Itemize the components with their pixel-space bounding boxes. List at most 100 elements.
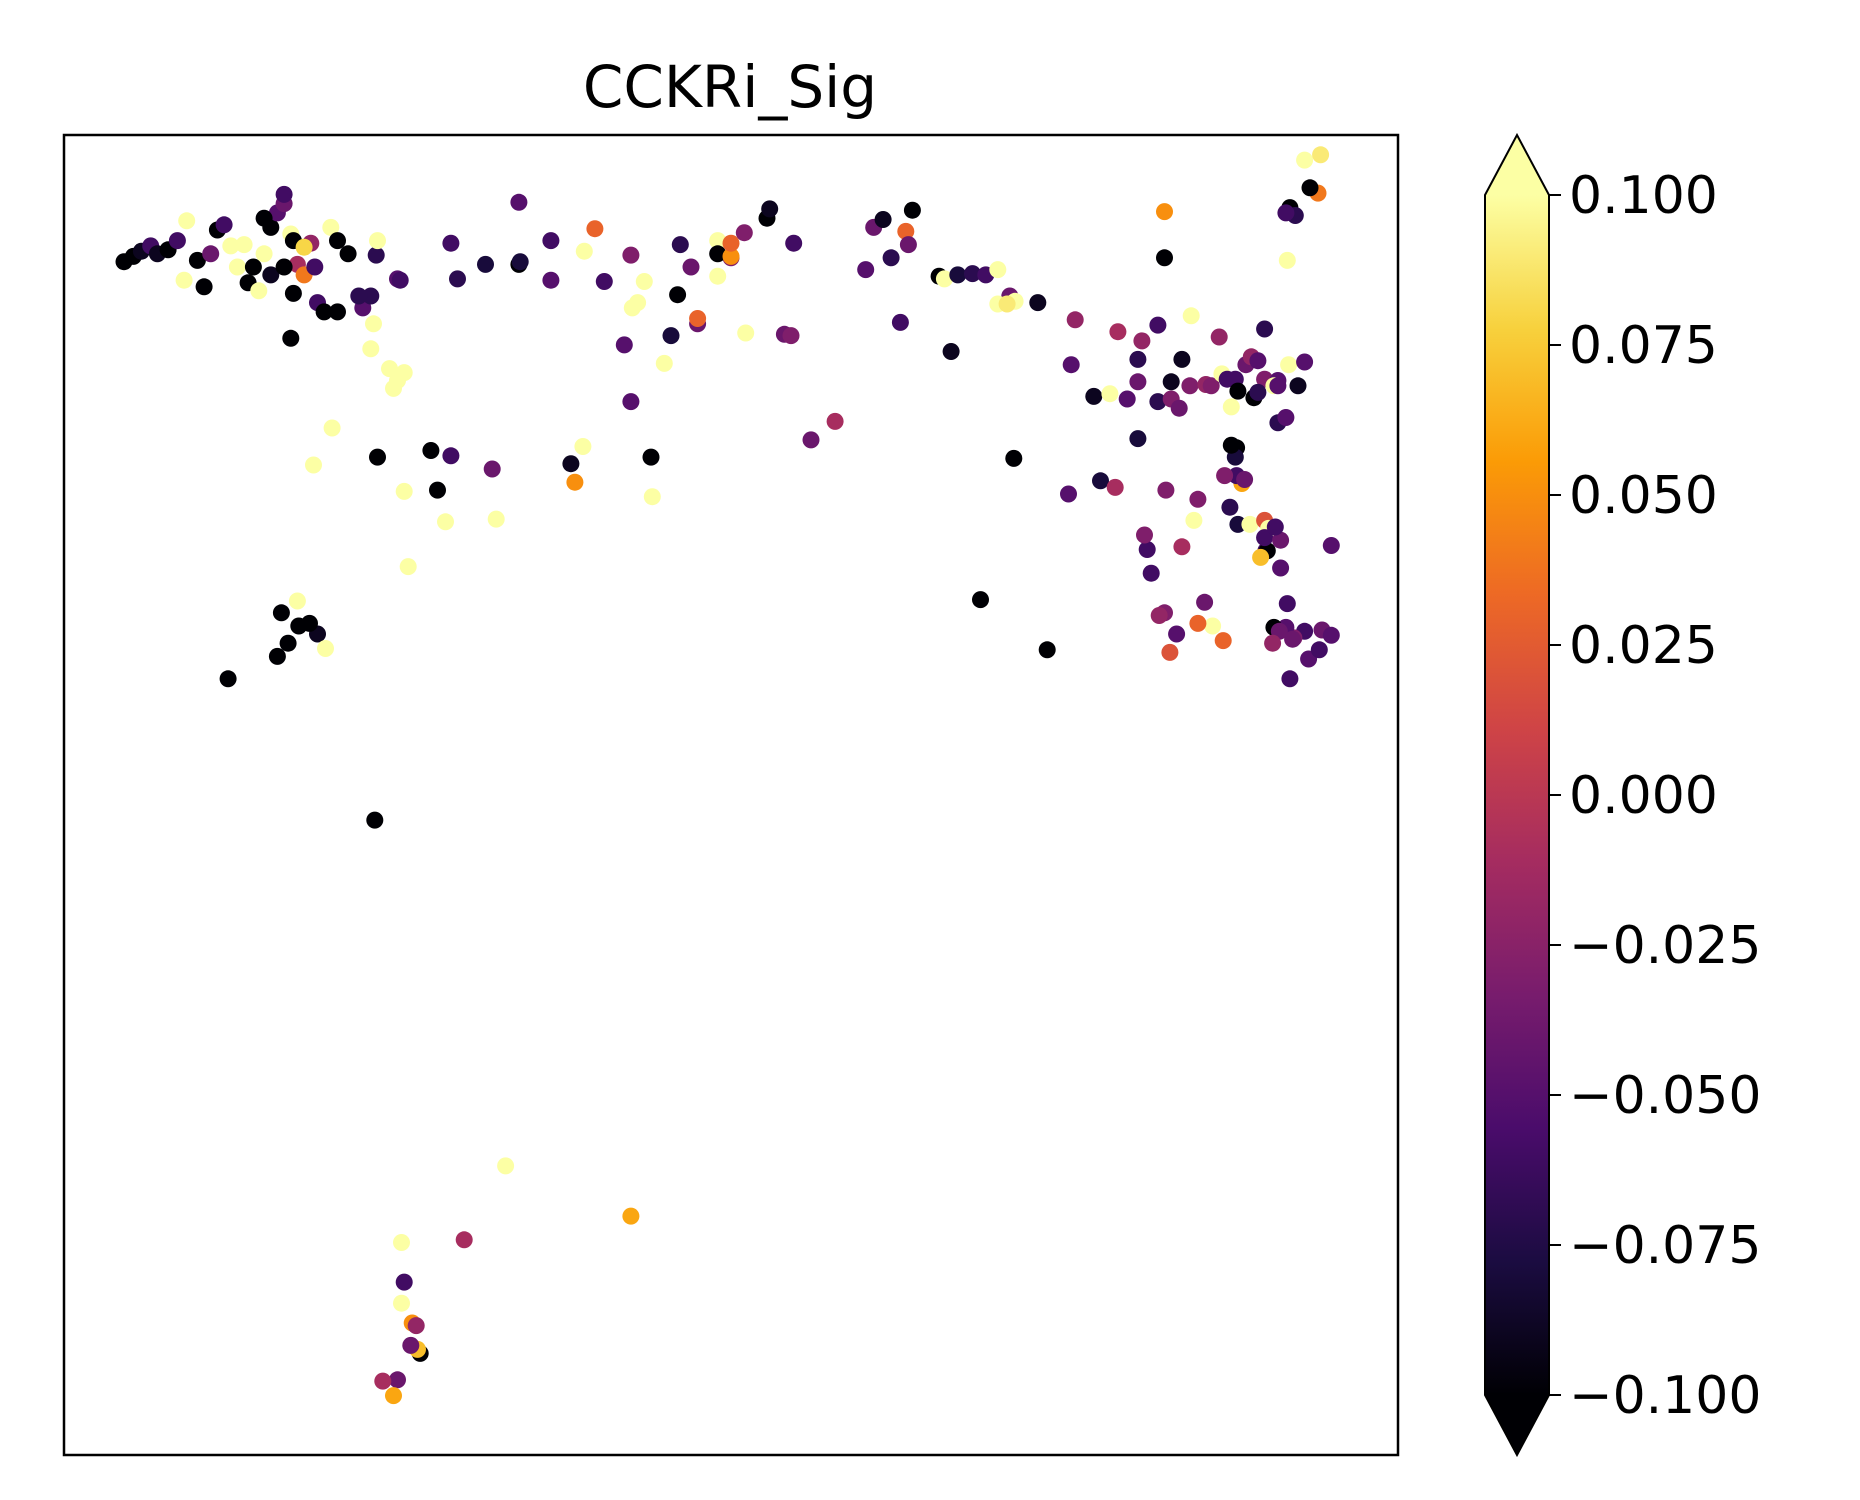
scatter-point [365,315,382,333]
scatter-point [643,488,661,506]
scatter-point [964,265,981,283]
scatter-point [1222,436,1240,454]
scatter-point [1168,625,1186,643]
scatter-point [329,303,346,321]
colorbar-tick-label: 0.075 [1569,316,1718,376]
colorbar-tick-label: −0.050 [1569,1066,1761,1126]
scatter-point [1284,630,1302,648]
scatter-point [1162,373,1180,391]
scatter-point [1272,531,1290,549]
scatter-point [268,647,286,665]
scatter-point [1149,393,1167,411]
scatter-point [635,273,653,290]
scatter-point [367,246,385,264]
scatter-point [1222,398,1240,416]
colorbar-tick-label: 0.000 [1569,766,1718,826]
scatter-point [1210,328,1228,346]
scatter-point [250,282,268,300]
scatter-point [178,212,196,230]
scatter-point [1062,356,1080,374]
scatter-point [402,1336,420,1354]
scatter-point [1156,249,1173,267]
scatter-point [595,273,613,290]
scatter-point [682,258,700,276]
scatter-point [1060,485,1077,503]
scatter-point [689,310,707,327]
scatter-point [1157,481,1175,499]
scatter-point [737,324,755,342]
scatter-point [629,294,647,312]
chart-title: CCKRi_Sig [583,53,877,121]
scatter-point [1066,311,1084,329]
scatter-point [642,448,660,466]
scatter-point [510,193,528,211]
scatter-point [622,393,640,411]
scatter-point [1281,670,1299,688]
scatter-point [1322,626,1340,644]
scatter-point [942,343,960,360]
scatter-point [407,1317,425,1335]
scatter-point [282,329,300,347]
scatter-point [566,473,584,491]
scatter-point [998,295,1016,313]
scatter-point [455,1231,473,1249]
scatter-point [1322,537,1340,554]
colorbar-tick-label: 0.025 [1569,616,1718,676]
scatter-point [429,481,446,499]
scatter-point [1156,203,1173,221]
scatter-point [562,455,580,473]
scatter-point [497,1157,515,1175]
scatter-point [1296,353,1314,371]
scatter-point [255,209,273,227]
scatter-point [972,591,989,609]
scatter-point [399,558,417,576]
scatter-point [1277,204,1295,222]
colorbar-tick-label: 0.050 [1569,466,1718,526]
scatter-point [195,278,213,296]
scatter-point [188,251,206,269]
scatter-point [891,313,909,331]
scatter-point [222,237,240,255]
scatter-point [362,340,380,358]
scatter-point [1296,151,1314,169]
scatter-point [761,200,779,218]
scatter-point [722,234,740,252]
scatter-point [1249,383,1267,401]
scatter-point [1301,179,1319,197]
scatter-point [323,419,341,437]
scatter-point [350,287,368,305]
scatter-point [1038,641,1056,659]
scatter-point [722,247,740,265]
scatter-point [1278,251,1296,269]
scatter-point [244,258,262,276]
scatter-point [322,218,340,236]
scatter-point [315,303,333,321]
scatter-point [275,185,293,203]
scatter-point [306,258,324,276]
scatter-point [1252,548,1270,566]
scatter-point [1142,564,1160,582]
scatter-point [709,232,727,250]
scatter-point [395,364,413,382]
scatter-point [1280,356,1298,374]
scatter-point [1241,515,1259,533]
scatter-point [422,442,440,459]
scatter-point [362,287,380,305]
scatter-point [1129,350,1147,368]
scatter-point [874,211,892,228]
scatter-point [1256,529,1274,547]
scatter-point [175,271,193,289]
scatter-point [1312,146,1330,164]
scatter-point [275,258,293,276]
scatter-point [228,258,246,276]
scatter-point [1264,634,1282,652]
scatter-point [219,670,237,688]
scatter-point [615,336,633,354]
scatter-point [949,266,967,284]
scatter-point [449,270,466,288]
scatter-point [586,220,604,238]
scatter-point [1229,382,1247,400]
scatter-point [168,232,186,250]
scatter-point [1118,390,1136,408]
